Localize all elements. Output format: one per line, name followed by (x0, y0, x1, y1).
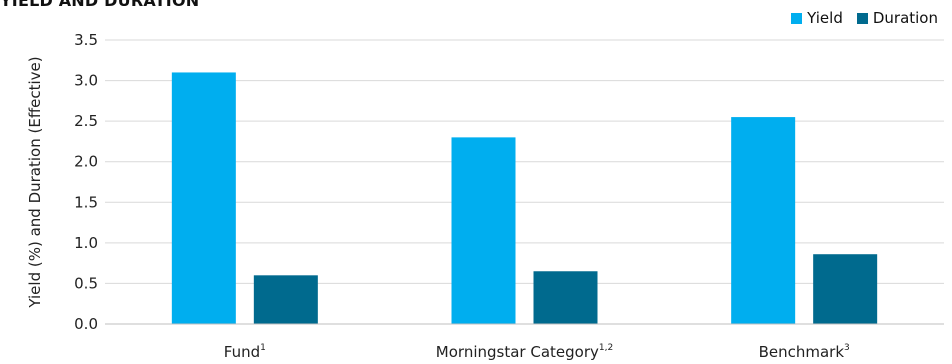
legend: Yield Duration (791, 9, 938, 27)
legend-swatch (791, 12, 803, 24)
legend-label: Duration (872, 9, 938, 27)
x-tick-footnote: 1 (260, 343, 266, 353)
x-tick-label: Fund1 (224, 343, 266, 361)
legend-item-duration: Duration (856, 9, 938, 27)
y-tick-label: 1.5 (74, 193, 98, 211)
bar-duration-2 (813, 254, 878, 324)
x-tick-label: Benchmark3 (759, 343, 850, 361)
y-tick-label: 2.0 (74, 153, 98, 171)
y-tick-label: 3.0 (74, 72, 98, 90)
bar-yield-2 (731, 117, 796, 324)
x-tick-footnote: 1,2 (599, 343, 613, 353)
legend-swatch (856, 12, 868, 24)
x-tick-label: Morningstar Category1,2 (436, 343, 613, 361)
bar-yield-1 (451, 137, 516, 324)
bar-yield-0 (171, 72, 236, 324)
y-tick-label: 1.0 (74, 234, 98, 252)
legend-item-yield: Yield (791, 9, 843, 27)
x-tick-label-text: Fund (224, 343, 260, 361)
x-tick-footnote: 3 (844, 343, 850, 353)
x-tick-label-text: Benchmark (759, 343, 845, 361)
y-axis-label: Yield (%) and Duration (Effective) (26, 56, 44, 308)
y-tick-label: 0.0 (74, 315, 98, 333)
chart-title: YIELD AND DURATION (0, 0, 200, 10)
bar-duration-0 (253, 275, 318, 324)
x-tick-label-text: Morningstar Category (436, 343, 599, 361)
y-tick-label: 3.5 (74, 31, 98, 49)
legend-label: Yield (807, 9, 843, 27)
bar-duration-1 (533, 271, 598, 324)
y-tick-label: 2.5 (74, 112, 98, 130)
y-tick-label: 0.5 (74, 274, 98, 292)
